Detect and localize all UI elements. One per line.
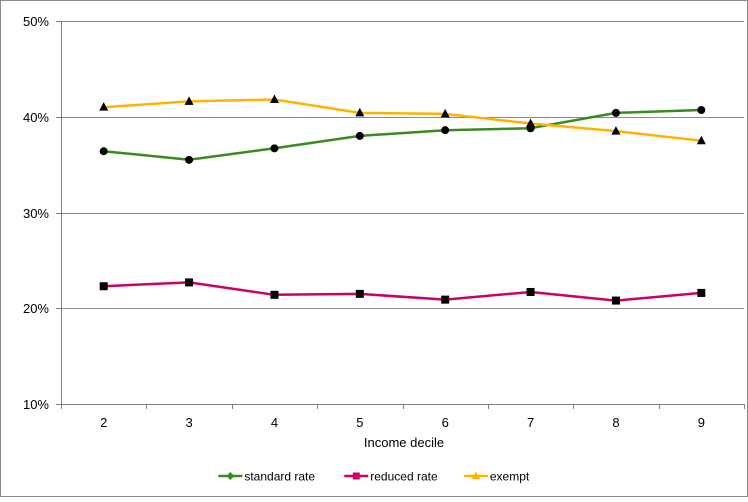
x-tick-label: 4	[271, 415, 278, 430]
x-tick-label: 7	[527, 415, 534, 430]
legend-label: exempt	[490, 470, 530, 484]
data-point	[185, 155, 194, 164]
legend-label: standard rate	[244, 470, 315, 484]
data-point	[184, 96, 194, 105]
x-tick-label: 2	[100, 415, 107, 430]
data-point	[611, 126, 621, 135]
x-tick-label: 6	[442, 415, 449, 430]
legend-item: exempt	[463, 470, 530, 484]
legend-label: reduced rate	[370, 470, 438, 484]
series-line	[103, 98, 702, 142]
legend-marker	[352, 472, 360, 480]
data-point	[697, 106, 706, 115]
legend-item: standard rate	[218, 470, 315, 484]
y-tick-label: 10%	[23, 397, 49, 412]
data-point	[611, 108, 620, 117]
x-tick-label: 3	[185, 415, 192, 430]
series-exempt	[99, 94, 706, 145]
y-tick-label: 40%	[23, 110, 49, 125]
data-point	[355, 131, 364, 140]
data-point	[355, 289, 364, 298]
y-tick-label: 20%	[23, 301, 49, 316]
legend-item: reduced rate	[344, 470, 438, 484]
data-point	[99, 282, 108, 291]
x-tick-label: 8	[612, 415, 619, 430]
legend-marker	[226, 472, 235, 480]
x-tick-label: 5	[356, 415, 363, 430]
data-point	[441, 295, 450, 304]
data-point	[269, 94, 279, 104]
data-point	[185, 278, 194, 287]
data-point	[611, 296, 620, 305]
series-group	[99, 94, 706, 305]
y-tick-label: 50%	[23, 14, 49, 29]
data-point	[697, 288, 706, 297]
series-line	[103, 108, 702, 162]
y-tick-label: 30%	[23, 206, 49, 221]
data-point	[270, 290, 279, 299]
data-point	[696, 135, 706, 145]
series-reduced-rate	[99, 278, 706, 305]
legend: standard rate reduced rate exempt	[218, 470, 530, 484]
data-point	[440, 108, 450, 118]
data-point	[99, 102, 109, 111]
data-point	[526, 287, 535, 296]
gridlines	[61, 21, 744, 309]
data-point	[99, 147, 108, 156]
data-point	[355, 107, 365, 117]
data-point	[526, 118, 536, 127]
x-tick-label: 9	[698, 415, 705, 430]
series-line	[103, 281, 702, 302]
legend-marker	[471, 471, 480, 479]
x-axis-title: Income decile	[364, 435, 444, 450]
data-point	[270, 144, 279, 153]
axes: 10% 20% 30% 40% 50% 2 3 4 5 6 7 8 9	[23, 14, 745, 430]
data-point	[441, 126, 450, 135]
